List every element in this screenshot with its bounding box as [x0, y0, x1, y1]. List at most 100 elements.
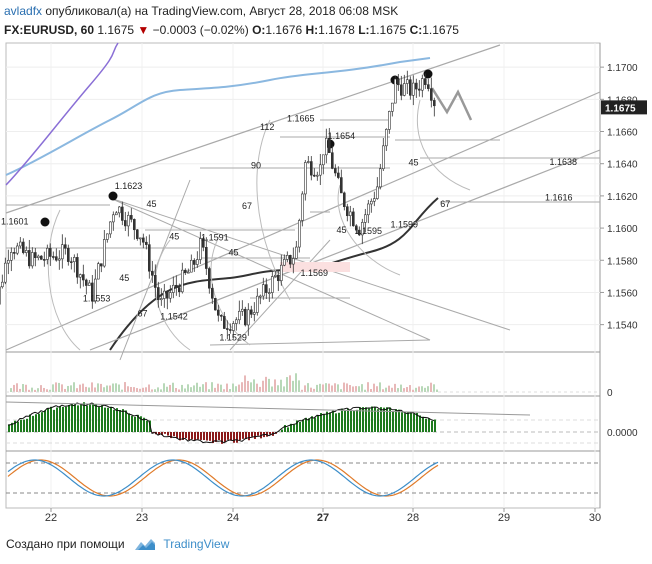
candle-body: [160, 298, 163, 301]
macd-histogram-bar: [107, 407, 109, 432]
volume-bar: [253, 379, 255, 392]
volume-bar: [82, 383, 84, 392]
candle-body: [387, 111, 391, 130]
candle-body: [235, 319, 238, 324]
pivot-dot: [108, 191, 118, 201]
candle-body: [396, 78, 400, 86]
macd-histogram-bar: [365, 407, 367, 432]
candle-body: [312, 174, 316, 177]
macd-histogram-bar: [413, 413, 415, 432]
last-price: 1.1675: [97, 23, 135, 37]
angle-label: 45: [409, 157, 419, 167]
volume-bar: [319, 383, 321, 392]
publish-text: опубликовал(а) на TradingView.com, Авгус…: [45, 4, 399, 18]
candle-body: [208, 268, 211, 289]
volume-bar: [382, 389, 384, 392]
candles: [0, 70, 436, 340]
macd-histogram-bar: [359, 407, 361, 432]
candle-body: [73, 257, 76, 263]
volume-bar: [241, 382, 243, 392]
macd-histogram-bar: [386, 407, 388, 432]
candle-body: [172, 284, 175, 293]
candle-body: [223, 316, 226, 329]
candle-body: [145, 241, 148, 245]
candle-body: [291, 258, 295, 265]
macd-histogram-bar: [56, 407, 58, 432]
y-tick-label: 1.1620: [607, 192, 638, 203]
volume-bar: [43, 387, 45, 392]
macd-histogram-bar: [422, 416, 424, 432]
x-tick-label: 22: [45, 512, 57, 522]
volume-bar: [355, 386, 357, 392]
candle-body: [378, 168, 382, 188]
volume-bar: [64, 388, 66, 392]
candle-body: [199, 238, 202, 260]
candle-body: [178, 287, 181, 293]
volume-bar: [37, 388, 39, 392]
arc: [416, 99, 471, 191]
author-link[interactable]: avladfx: [4, 4, 43, 18]
volume-bar: [244, 375, 246, 392]
candle-body: [384, 129, 388, 147]
volume-bar: [52, 384, 54, 392]
volume-bar: [397, 388, 399, 392]
trend-line: [109, 197, 431, 341]
macd-histogram-bar: [302, 419, 304, 432]
macd-histogram-bar: [176, 432, 178, 439]
volume-panel: [6, 373, 600, 393]
candle-body: [187, 271, 190, 274]
volume-bar: [106, 385, 108, 392]
volume-bar: [256, 383, 258, 392]
macd-histogram-bar: [431, 420, 433, 432]
candle-body: [270, 276, 274, 293]
volume-bar: [115, 383, 117, 392]
chart-area[interactable]: 1.1601 1.1623 1.1553 1.1542 1.1591 1.1529 1.15…: [0, 40, 652, 522]
candle-body: [360, 222, 364, 236]
volume-bar: [22, 384, 24, 392]
macd-histogram-bar: [374, 407, 376, 432]
volume-bar: [235, 386, 237, 392]
candle-body: [97, 263, 100, 280]
volume-bar: [406, 387, 408, 392]
candle-body: [255, 295, 259, 313]
macd-histogram-bar: [200, 432, 202, 440]
price-label: 1.1665: [287, 113, 315, 123]
macd-histogram-bar: [299, 421, 301, 432]
volume-bar: [181, 384, 183, 392]
tradingview-logo-icon[interactable]: [134, 538, 156, 552]
macd-histogram-bar: [230, 432, 232, 441]
volume-bar: [232, 383, 234, 392]
volume-bar: [136, 388, 138, 392]
volume-bar: [328, 383, 330, 392]
pivot-dot: [40, 217, 50, 227]
volume-bar: [229, 389, 231, 392]
macd-histogram-bar: [290, 423, 292, 432]
candle-body: [91, 282, 94, 302]
macd-histogram-bar: [146, 420, 148, 432]
candle-body: [100, 263, 103, 267]
macd-histogram-bar: [188, 432, 190, 441]
low-label: L:: [358, 23, 370, 37]
candle-body: [220, 315, 223, 317]
macd-histogram-bar: [179, 432, 181, 441]
macd-histogram-bar: [398, 409, 400, 432]
trend-line: [89, 149, 601, 351]
candle-body: [267, 292, 271, 294]
volume-bar: [388, 385, 390, 392]
macd-histogram-bar: [41, 412, 43, 432]
macd-histogram-bar: [8, 424, 10, 432]
volume-bar: [226, 383, 228, 392]
brand-link[interactable]: TradingView: [163, 537, 230, 551]
volume-bar: [367, 382, 369, 392]
macd-histogram-bar: [419, 415, 421, 432]
volume-bar: [97, 383, 99, 392]
forecast-path: [430, 87, 473, 121]
volume-bar: [421, 386, 423, 392]
candle-body: [76, 257, 79, 278]
macd-histogram-bar: [362, 407, 364, 432]
volume-bar: [283, 386, 285, 392]
macd-histogram-bar: [239, 432, 241, 441]
candle-body: [232, 323, 235, 331]
candle-body: [36, 255, 40, 259]
macd-histogram-bar: [347, 408, 349, 432]
